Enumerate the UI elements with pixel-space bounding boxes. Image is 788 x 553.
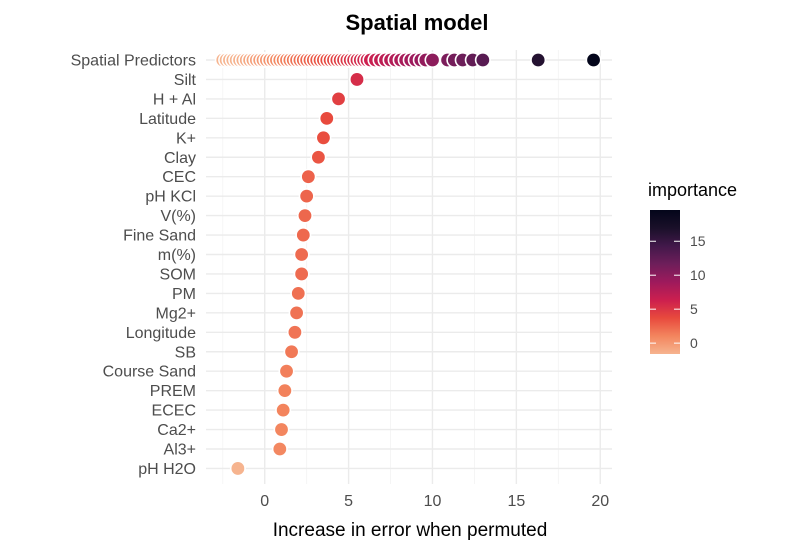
data-point (293, 246, 310, 263)
x-tick-label: 15 (507, 493, 525, 510)
y-tick-label: Fine Sand (123, 228, 196, 245)
legend-tick-label: 15 (690, 233, 706, 249)
data-point (275, 402, 292, 419)
y-tick-label: K+ (176, 130, 196, 147)
y-axis-labels: Spatial Predictors Silt H + Al Latitude K+ Cl… (71, 53, 197, 478)
x-tick-label: 5 (344, 493, 353, 510)
data-point (288, 304, 305, 321)
y-tick-label: SB (175, 344, 196, 361)
legend-colorbar (650, 210, 680, 354)
y-tick-label: PM (172, 286, 196, 303)
legend-tick-label: 5 (690, 301, 698, 317)
y-tick-label: SOM (160, 266, 196, 283)
data-point (330, 90, 347, 107)
x-axis-labels: 0 5 10 15 20 (260, 493, 609, 510)
legend-tick-label: 0 (690, 335, 698, 351)
x-tick-label: 20 (591, 493, 609, 510)
y-tick-label: pH H2O (138, 461, 196, 478)
data-point (348, 71, 365, 88)
data-point (278, 363, 295, 380)
y-tick-label: PREM (150, 383, 196, 400)
data-point (271, 440, 288, 457)
chart-title: Spatial model (345, 10, 488, 35)
data-point (315, 129, 332, 146)
data-points (229, 71, 365, 477)
data-point (273, 421, 290, 438)
legend-tick-label: 10 (690, 267, 706, 283)
legend: importance 0 5 10 15 (648, 180, 737, 354)
data-point (290, 285, 307, 302)
data-point (286, 324, 303, 341)
spatial-predictor-points (214, 51, 602, 68)
grid (206, 50, 612, 484)
spatial-predictor-point (474, 51, 491, 68)
y-tick-label: Spatial Predictors (71, 53, 196, 70)
data-point (310, 149, 327, 166)
data-point (295, 227, 312, 244)
legend-ticks: 0 5 10 15 (650, 233, 706, 351)
y-tick-label: m(%) (158, 247, 196, 264)
y-tick-label: Course Sand (103, 364, 196, 381)
y-tick-label: Mg2+ (156, 305, 196, 322)
y-tick-label: H + Al (153, 91, 196, 108)
y-tick-label: Silt (174, 72, 197, 89)
data-point (276, 382, 293, 399)
data-point (318, 110, 335, 127)
y-tick-label: Al3+ (164, 442, 196, 459)
y-tick-label: Clay (164, 150, 196, 167)
y-tick-label: CEC (162, 169, 196, 186)
y-tick-label: Latitude (139, 111, 196, 128)
data-point (293, 265, 310, 282)
data-point (300, 168, 317, 185)
legend-title: importance (648, 180, 737, 200)
data-point (283, 343, 300, 360)
x-tick-label: 10 (424, 493, 442, 510)
spatial-predictor-point (424, 51, 441, 68)
data-point (296, 207, 313, 224)
spatial-predictor-point (585, 51, 602, 68)
spatial-predictor-point (530, 51, 547, 68)
x-axis-title: Increase in error when permuted (273, 520, 548, 541)
data-point (229, 460, 246, 477)
data-point (298, 188, 315, 205)
y-tick-label: V(%) (160, 208, 196, 225)
y-tick-label: Longitude (126, 325, 196, 342)
y-tick-label: Ca2+ (157, 422, 196, 439)
y-tick-label: pH KCl (145, 189, 196, 206)
x-tick-label: 0 (260, 493, 269, 510)
y-tick-label: ECEC (152, 403, 196, 420)
